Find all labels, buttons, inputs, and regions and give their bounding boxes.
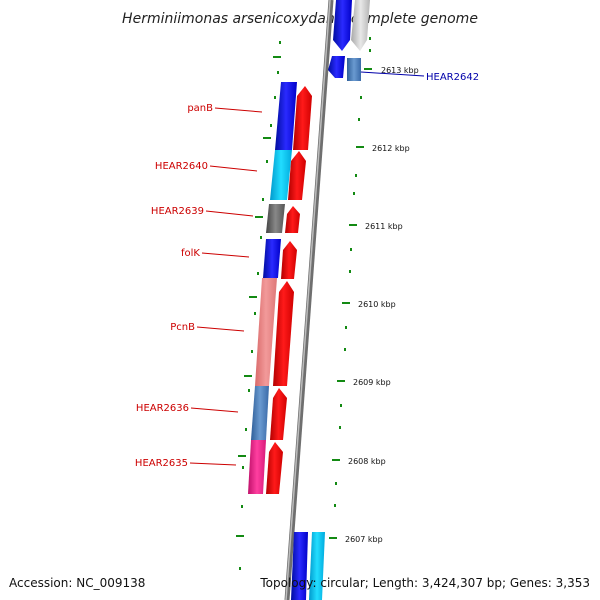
gene-label-hear2636[interactable]: HEAR2636 bbox=[136, 403, 239, 414]
bottom-features bbox=[291, 532, 325, 600]
gene-label-pcnb[interactable]: PcnB bbox=[170, 322, 245, 333]
major-tick bbox=[337, 380, 345, 382]
minor-ticks bbox=[239, 37, 371, 570]
gene-block-top-blue bbox=[333, 0, 352, 51]
gene-block-hear2635[interactable] bbox=[248, 440, 266, 494]
gene-block-bottom-cyan bbox=[309, 532, 325, 600]
gene-arrow-hear2635[interactable] bbox=[266, 442, 283, 494]
major-tick bbox=[364, 68, 372, 70]
gene-block-hear2636[interactable] bbox=[251, 386, 269, 440]
ruler-label: 2612 kbp bbox=[372, 144, 410, 153]
gene-block-top-blue-2 bbox=[328, 56, 345, 78]
gene-label-text: HEAR2639 bbox=[151, 206, 204, 217]
gene-label-text: folK bbox=[181, 248, 200, 259]
gene-label-hear2639[interactable]: HEAR2639 bbox=[151, 206, 254, 217]
gene-block-hear2642 bbox=[347, 58, 361, 81]
gene-arrow-pcnb[interactable] bbox=[273, 281, 294, 386]
gene-block-panb[interactable] bbox=[275, 82, 297, 150]
ruler: 2613 kbp 2612 kbp 2611 kbp 2610 kbp 2609… bbox=[236, 56, 419, 544]
gene-arrow-hear2640[interactable] bbox=[288, 151, 306, 200]
top-features bbox=[328, 0, 370, 81]
gene-label-hear2642[interactable]: HEAR2642 bbox=[360, 71, 479, 83]
major-tick bbox=[329, 537, 337, 539]
gene-label-panb[interactable]: panB bbox=[187, 103, 263, 114]
gene-label-text: HEAR2642 bbox=[426, 72, 479, 83]
gene-label-text: PcnB bbox=[170, 322, 195, 333]
gene-arrow-hear2639[interactable] bbox=[285, 206, 300, 233]
gene-label-text: HEAR2636 bbox=[136, 403, 189, 414]
gene-arrow-hear2636[interactable] bbox=[270, 388, 287, 440]
ruler-label: 2611 kbp bbox=[365, 222, 403, 231]
gene-label-folk[interactable]: folK bbox=[181, 248, 250, 259]
ruler-label: 2613 kbp bbox=[381, 66, 419, 75]
map-title: Herminiimonas arsenicoxydans, complete g… bbox=[122, 11, 478, 27]
gene-label-hear2640[interactable]: HEAR2640 bbox=[155, 161, 258, 172]
gene-arrow-panb[interactable] bbox=[293, 86, 312, 150]
gene-block-hear2639[interactable] bbox=[266, 204, 285, 233]
inner-strand-genes bbox=[248, 82, 297, 494]
ruler-label: 2608 kbp bbox=[348, 457, 386, 466]
gene-label-text: HEAR2635 bbox=[135, 458, 188, 469]
gene-block-pcnb[interactable] bbox=[255, 278, 277, 386]
gene-label-text: panB bbox=[187, 103, 213, 114]
outer-strand-genes bbox=[266, 86, 312, 494]
major-tick bbox=[332, 459, 340, 461]
gene-block-top-silver bbox=[351, 0, 370, 51]
gene-label-hear2635[interactable]: HEAR2635 bbox=[135, 458, 237, 469]
ruler-label: 2607 kbp bbox=[345, 535, 383, 544]
ruler-label: 2610 kbp bbox=[358, 300, 396, 309]
accession-text: Accession: NC_009138 bbox=[9, 576, 146, 590]
gene-label-text: HEAR2640 bbox=[155, 161, 208, 172]
genome-backbone bbox=[284, 0, 334, 600]
topology-text: Topology: circular; Length: 3,424,307 bp… bbox=[260, 576, 590, 590]
gene-arrow-folk[interactable] bbox=[281, 241, 297, 279]
gene-block-folk[interactable] bbox=[263, 239, 281, 278]
gene-block-hear2640[interactable] bbox=[270, 150, 292, 200]
ruler-label: 2609 kbp bbox=[353, 378, 391, 387]
major-tick bbox=[356, 146, 364, 148]
major-tick bbox=[349, 224, 357, 226]
gene-block-bottom-blue bbox=[291, 532, 308, 600]
major-tick bbox=[342, 302, 350, 304]
